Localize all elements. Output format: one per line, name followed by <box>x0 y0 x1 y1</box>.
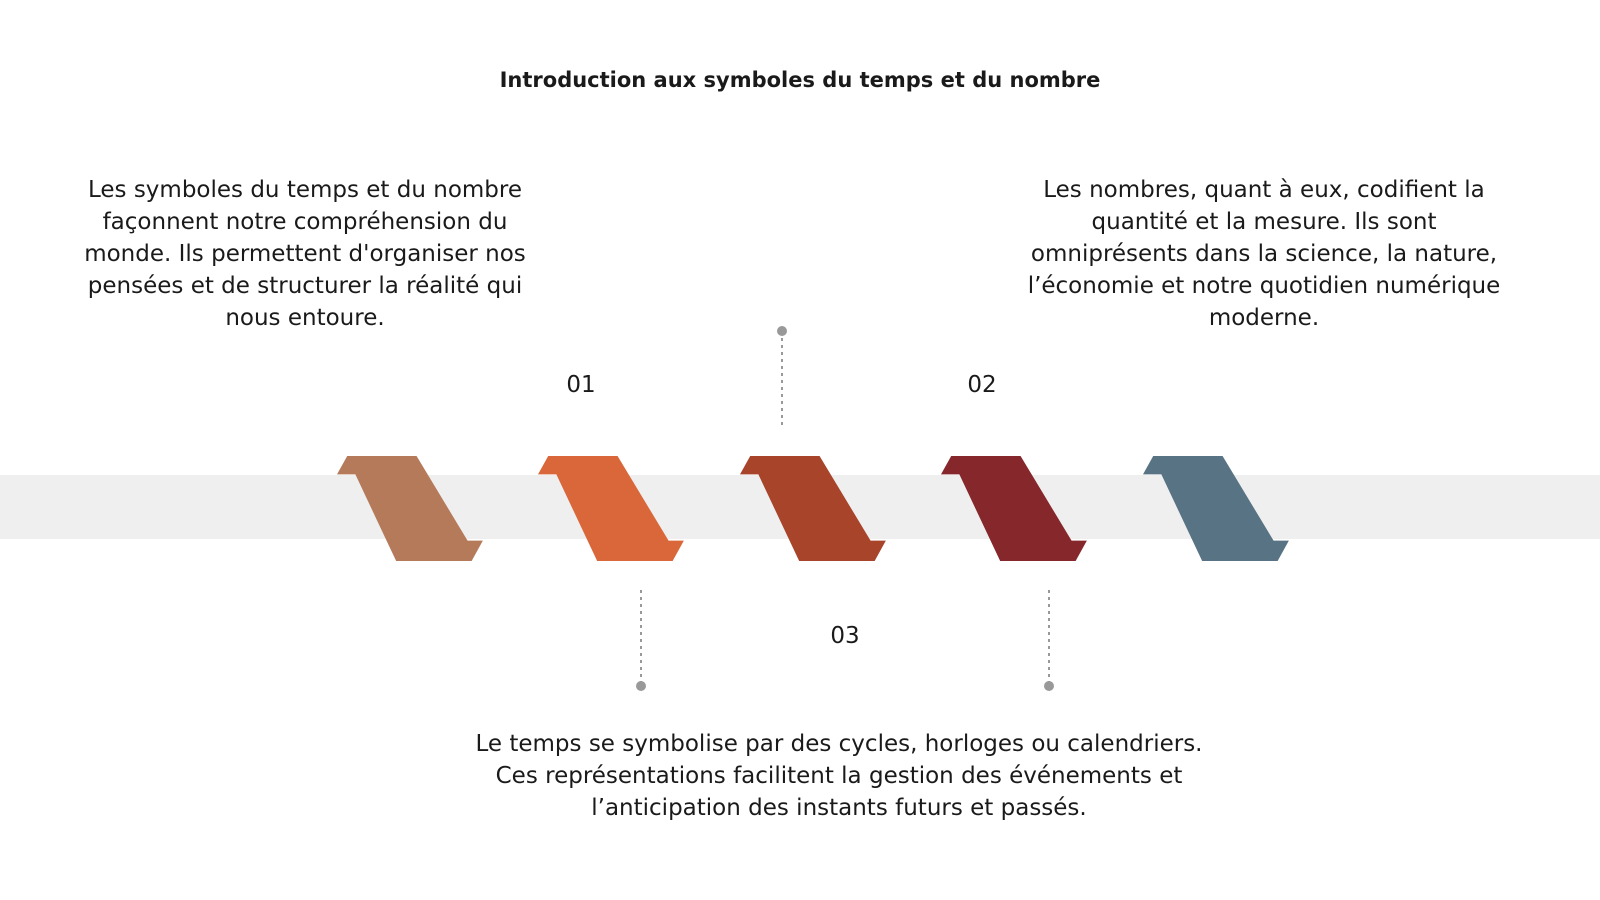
step-text: Les nombres, quant à eux, codifient la q… <box>1027 177 1501 331</box>
chevron <box>337 456 483 562</box>
connectors <box>640 331 1050 686</box>
step-text: Les symboles du temps et du nombre façon… <box>84 177 526 331</box>
step-label: 02 <box>967 372 997 398</box>
title: Introduction aux symboles du temps et du… <box>499 68 1101 92</box>
step-text: Le temps se symbolise par des cycles, ho… <box>475 731 1203 821</box>
connector-dots <box>636 326 1054 691</box>
chevron <box>941 456 1087 562</box>
step-label: 01 <box>566 372 596 398</box>
step-label: 03 <box>830 623 860 649</box>
chevron <box>538 456 684 562</box>
chevron <box>740 456 886 562</box>
chevron <box>1143 456 1289 562</box>
